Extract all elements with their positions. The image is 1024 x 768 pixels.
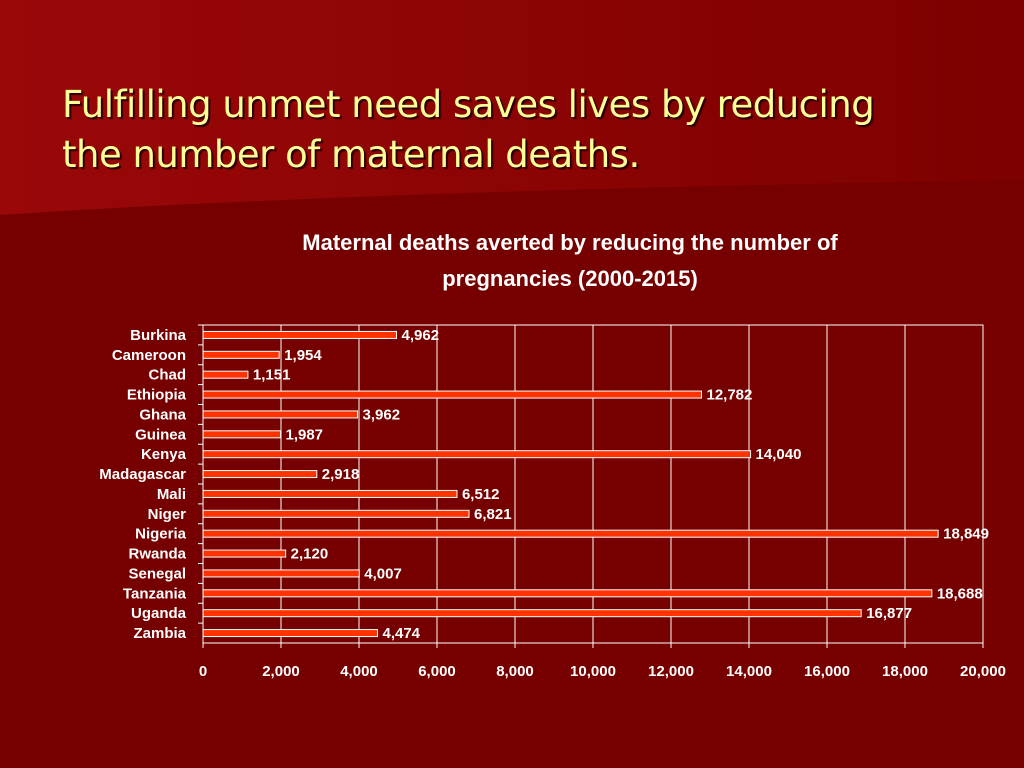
x-tick-label: 10,000 — [570, 663, 616, 680]
x-tick-label: 4,000 — [340, 663, 378, 680]
data-label: 3,962 — [363, 406, 401, 423]
slide-title-line-1: Fulfilling unmet need saves lives by red… — [62, 83, 875, 126]
data-label: 1,987 — [285, 426, 323, 443]
data-label: 4,474 — [382, 625, 420, 642]
category-label: Cameroon — [112, 347, 186, 364]
slide-title-line-2: the number of maternal deaths. — [62, 133, 640, 176]
x-tick-label: 2,000 — [262, 663, 300, 680]
chart-title-line-1: Maternal deaths averted by reducing the … — [302, 230, 838, 255]
x-tick-label: 14,000 — [726, 663, 772, 680]
bar-niger — [202, 509, 470, 518]
bar-cameroon — [202, 350, 280, 359]
data-label: 18,849 — [943, 526, 989, 543]
chart-title-line-2: pregnancies (2000-2015) — [442, 266, 698, 291]
category-label: Guinea — [135, 426, 187, 443]
data-label: 1,954 — [284, 347, 322, 364]
data-label: 16,877 — [866, 605, 912, 622]
category-label: Rwanda — [128, 546, 186, 563]
category-label: Burkina — [130, 327, 187, 344]
bar-mali — [202, 489, 458, 498]
bar-zambia — [202, 629, 378, 638]
category-label: Kenya — [141, 446, 187, 463]
chart-title: Maternal deaths averted by reducing the … — [200, 225, 940, 297]
x-tick-label: 12,000 — [648, 663, 694, 680]
category-label: Senegal — [128, 565, 186, 582]
data-label: 18,688 — [937, 585, 983, 602]
x-tick-label: 20,000 — [960, 663, 1006, 680]
data-label: 4,007 — [364, 565, 402, 582]
x-tick-label: 8,000 — [496, 663, 534, 680]
category-label: Tanzania — [123, 585, 187, 602]
category-label: Chad — [149, 367, 187, 384]
bar-burkina — [202, 330, 398, 339]
category-label: Nigeria — [135, 526, 187, 543]
category-label: Madagascar — [99, 466, 186, 483]
data-label: 4,962 — [402, 327, 440, 344]
category-label: Uganda — [131, 605, 187, 622]
data-label: 12,782 — [706, 387, 752, 404]
data-label: 2,120 — [291, 546, 329, 563]
slide-title: Fulfilling unmet need saves lives by red… — [62, 80, 1002, 180]
x-tick-label: 6,000 — [418, 663, 456, 680]
bar-chad — [202, 370, 249, 379]
bar-guinea — [202, 430, 281, 439]
bar-tanzania — [202, 589, 933, 598]
bar-rwanda — [202, 549, 287, 558]
category-label: Ghana — [139, 406, 186, 423]
x-tick-label: 16,000 — [804, 663, 850, 680]
bar-kenya — [202, 450, 752, 459]
category-label: Niger — [148, 506, 187, 523]
x-tick-label: 0 — [199, 663, 207, 680]
data-label: 1,151 — [253, 367, 291, 384]
bar-madagascar — [202, 470, 318, 479]
category-label: Zambia — [133, 625, 186, 642]
bar-ghana — [202, 410, 359, 419]
data-label: 6,821 — [474, 506, 512, 523]
data-label: 6,512 — [462, 486, 500, 503]
bar-uganda — [202, 609, 862, 618]
bar-nigeria — [202, 529, 939, 538]
bar-senegal — [202, 569, 360, 578]
data-label: 2,918 — [322, 466, 360, 483]
category-label: Ethiopia — [127, 387, 187, 404]
data-label: 14,040 — [756, 446, 802, 463]
category-label: Mali — [157, 486, 186, 503]
bar-ethiopia — [202, 390, 702, 399]
x-tick-label: 18,000 — [882, 663, 928, 680]
